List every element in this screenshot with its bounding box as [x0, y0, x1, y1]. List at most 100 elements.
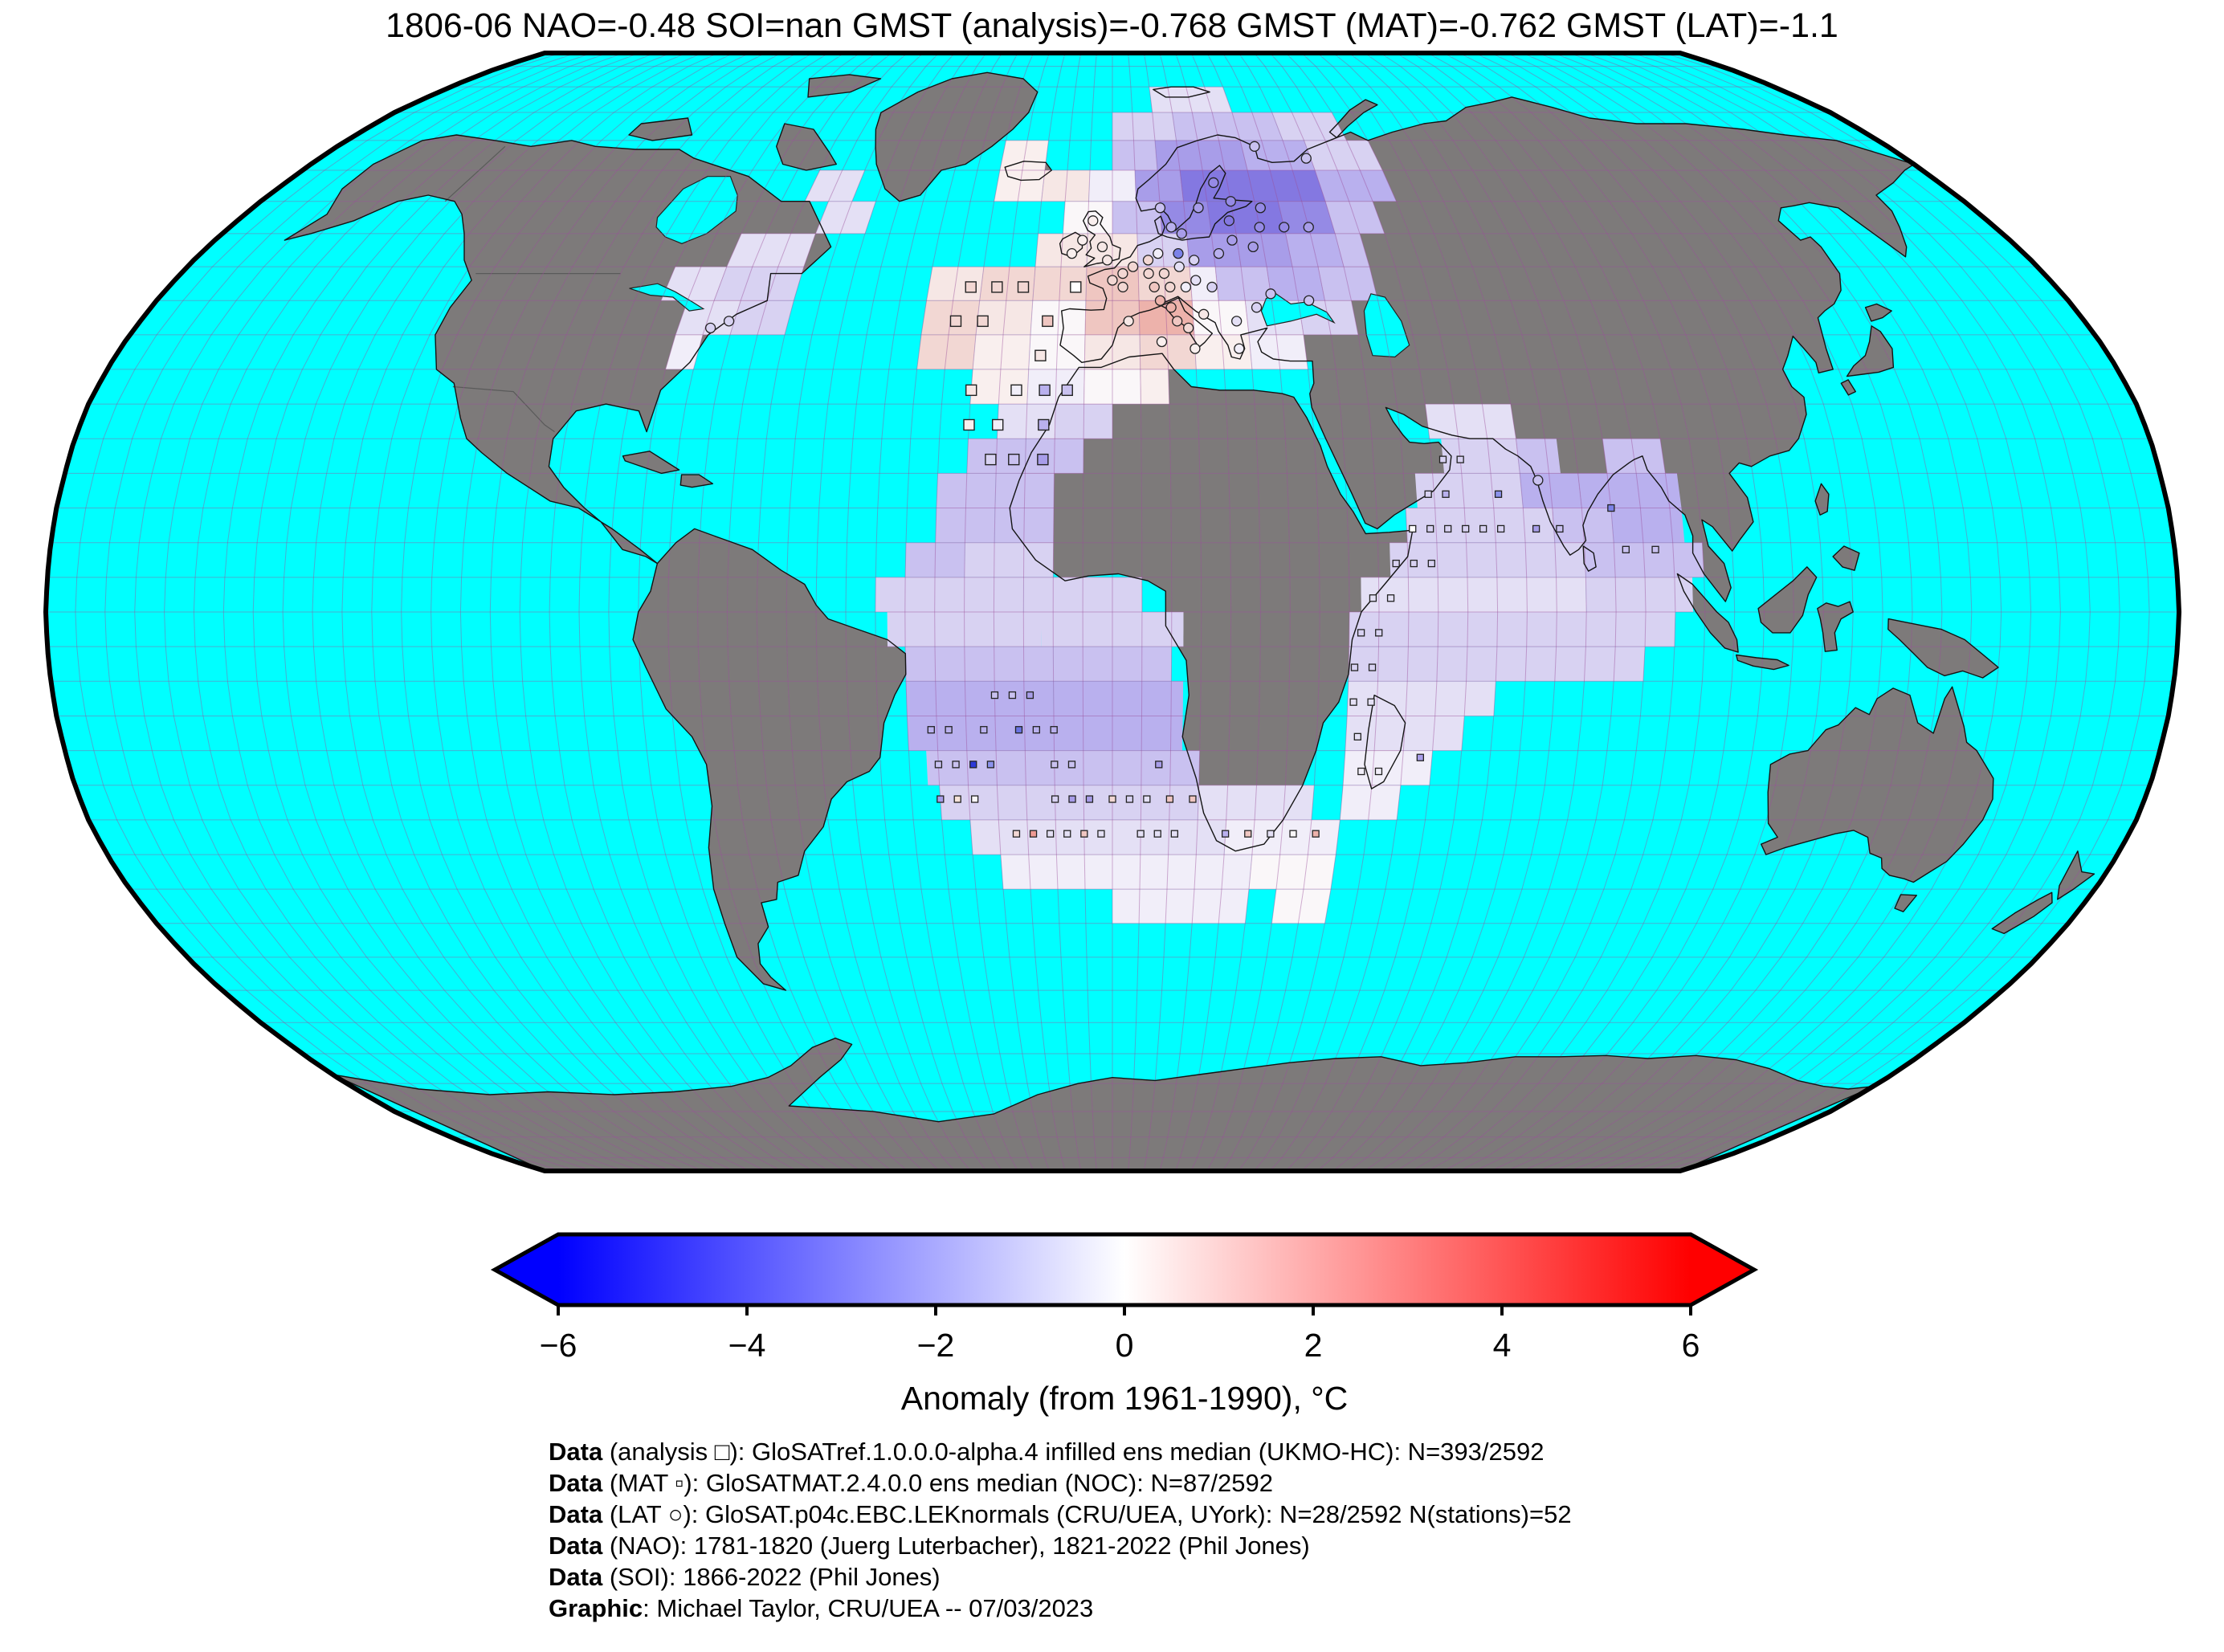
mat-square-marker — [1456, 455, 1464, 463]
lat-circle-marker — [1107, 275, 1118, 286]
mat-square-marker — [927, 726, 935, 734]
mat-square-marker — [1479, 524, 1487, 533]
mat-square-marker — [1153, 830, 1161, 838]
mat-square-marker — [1350, 663, 1359, 671]
caption-line: Data (SOI): 1866-2022 (Phil Jones) — [549, 1563, 941, 1591]
lat-circle-marker — [1142, 255, 1154, 266]
mat-square-marker — [1051, 761, 1059, 769]
colorbar-tick-labels: −6 −4 −2 0 2 4 6 — [540, 1327, 1700, 1369]
landmasses — [284, 72, 2095, 1171]
mat-square-marker — [937, 795, 945, 803]
lat-circle-marker — [1206, 281, 1218, 293]
analysis-square-marker — [1070, 281, 1082, 293]
lat-circle-marker — [1193, 202, 1204, 214]
mat-square-marker — [953, 795, 961, 803]
analysis-square-marker — [1034, 349, 1047, 361]
mat-square-marker — [1067, 761, 1076, 769]
mat-square-marker — [1374, 767, 1383, 776]
lat-circle-marker — [1117, 267, 1128, 279]
map-frame — [43, 51, 2182, 1173]
lat-circle-marker — [1088, 215, 1099, 226]
caption-line: Graphic: Michael Taylor, CRU/UEA -- 07/0… — [549, 1594, 1094, 1622]
lat-circle-marker — [1189, 255, 1200, 266]
mat-square-marker — [1496, 524, 1505, 533]
tick-label: 4 — [1492, 1327, 1512, 1364]
lat-circle-marker — [1077, 235, 1088, 246]
mat-square-marker — [980, 726, 988, 734]
mat-square-marker — [1386, 594, 1395, 602]
mat-square-marker — [945, 726, 953, 734]
lat-circle-marker — [1183, 322, 1194, 334]
mat-square-marker — [1416, 753, 1424, 761]
mat-square-marker — [1494, 490, 1503, 498]
mat-square-marker — [1289, 830, 1297, 838]
analysis-square-marker — [1037, 453, 1049, 466]
country-borders — [444, 145, 621, 433]
tick-label: −6 — [539, 1327, 577, 1364]
mat-square-marker — [969, 761, 977, 769]
mat-square-marker — [1462, 524, 1470, 533]
analysis-square-marker — [1061, 384, 1073, 397]
analysis-square-marker — [1010, 384, 1022, 397]
analysis-square-marker — [1038, 418, 1050, 431]
mat-square-marker — [1375, 629, 1383, 637]
lat-circle-marker — [1153, 247, 1164, 259]
lat-circle-marker — [1096, 241, 1108, 253]
mat-square-marker — [1267, 830, 1275, 838]
lat-circle-marker — [1198, 308, 1210, 320]
mat-square-marker — [934, 761, 943, 769]
lat-circle-marker — [1180, 281, 1192, 293]
mat-square-marker — [1085, 795, 1094, 803]
analysis-square-marker — [977, 315, 989, 328]
world-map — [43, 51, 2182, 1173]
caption-line: Data (analysis □): GloSATref.1.0.0.0-alp… — [549, 1438, 1545, 1466]
mat-square-marker — [1029, 830, 1038, 838]
lat-circle-marker — [1165, 281, 1176, 293]
mat-square-marker — [1367, 698, 1375, 706]
mat-square-marker — [1357, 629, 1365, 637]
lat-circle-marker — [1143, 267, 1154, 279]
lat-circle-marker — [1149, 281, 1160, 293]
lat-circle-marker — [1173, 247, 1184, 259]
mat-square-marker — [1143, 795, 1151, 803]
lat-circle-marker — [1247, 241, 1259, 253]
colorbar — [490, 1232, 1759, 1315]
tick-label: 0 — [1115, 1327, 1134, 1364]
mat-square-marker — [1165, 795, 1174, 803]
lat-circle-marker — [1165, 302, 1177, 313]
mat-square-marker — [1410, 559, 1418, 568]
mat-square-marker — [1357, 767, 1365, 776]
tick-label: 2 — [1304, 1327, 1323, 1364]
mat-square-marker — [1125, 795, 1134, 803]
analysis-square-marker — [991, 418, 1004, 431]
analysis-square-marker — [965, 281, 977, 293]
mat-square-marker — [1051, 795, 1059, 803]
coastlines — [284, 71, 2095, 1172]
lat-circle-marker — [1226, 235, 1238, 246]
mat-square-marker — [1221, 830, 1230, 838]
analysis-square-marker — [949, 315, 962, 328]
tick-label: −4 — [728, 1327, 766, 1364]
colorbar-bar — [490, 1232, 1759, 1307]
lat-circle-marker — [1255, 202, 1266, 214]
lat-circle-marker — [1158, 267, 1170, 279]
mat-square-marker — [1047, 830, 1055, 838]
lat-circle-marker — [704, 322, 716, 334]
lat-circle-marker — [1176, 228, 1187, 239]
colorbar-tick-marks — [557, 1305, 1692, 1315]
mat-square-marker — [1097, 830, 1105, 838]
lat-circle-marker — [1173, 261, 1185, 272]
mat-square-marker — [952, 761, 960, 769]
lat-circle-marker — [1213, 247, 1225, 259]
lat-circle-marker — [1156, 336, 1168, 348]
mat-square-marker — [1136, 830, 1145, 838]
analysis-square-marker — [985, 453, 997, 466]
mat-square-marker — [1155, 761, 1163, 769]
lat-circle-marker — [723, 316, 735, 327]
lat-circle-marker — [1223, 215, 1234, 226]
colorbar-axis-label: Anomaly (from 1961-1990), °C — [900, 1380, 1349, 1417]
mat-square-marker — [1409, 524, 1417, 533]
figure-title: 1806-06 NAO=-0.48 SOI=nan GMST (analysis… — [386, 6, 1838, 45]
lat-circle-marker — [1190, 275, 1202, 286]
lat-circle-marker — [1101, 255, 1113, 266]
